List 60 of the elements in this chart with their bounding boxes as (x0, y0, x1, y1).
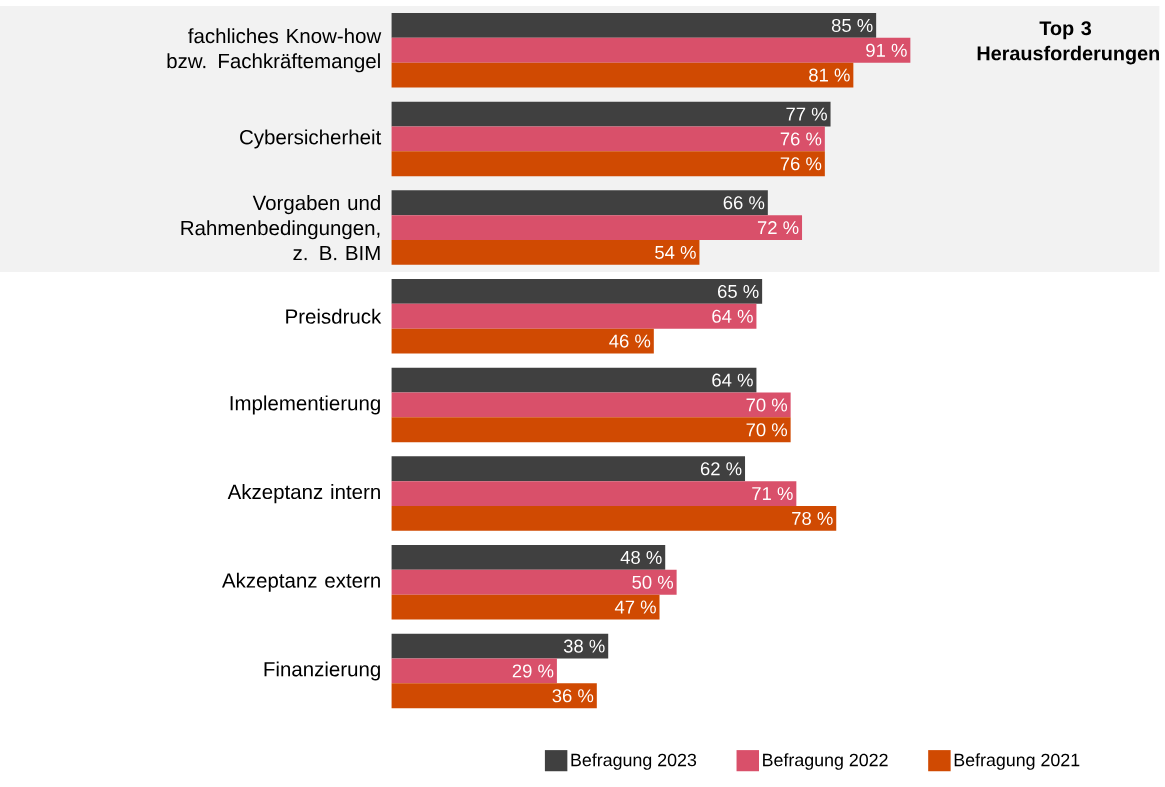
bar (391, 367, 757, 393)
y-tick-label: Finanzierung (264, 661, 380, 681)
bar (391, 594, 660, 620)
y-tick-label: Implementierung (230, 395, 380, 415)
bar (391, 62, 854, 88)
y-tick-label: Preisdruck (286, 308, 382, 324)
bar (391, 279, 763, 305)
legend-label: Befragung 2021 (954, 753, 1080, 771)
bar (391, 101, 831, 127)
data-label: 50 % (632, 575, 674, 590)
bar (391, 151, 825, 177)
band-label: Top 3 Herausforderungen (977, 21, 1159, 65)
data-label: 47 % (614, 600, 656, 614)
data-label: 76 % (780, 157, 822, 171)
bar (391, 417, 791, 443)
bar (391, 38, 911, 63)
data-label: 91 % (866, 43, 907, 58)
bar (391, 545, 666, 571)
y-tick-label: Vorgaben und Rahmenbedingungen, z. B. BIM (181, 195, 380, 261)
bar (391, 683, 597, 709)
y-tick-label: Akzeptanz intern (227, 484, 380, 504)
bar (391, 190, 768, 216)
data-label: 81 % (809, 68, 850, 82)
y-tick-label: Cybersicherheit (240, 129, 382, 149)
bar (391, 456, 746, 482)
data-label: 48 % (620, 551, 662, 565)
bar (391, 481, 797, 507)
data-label: 85 % (831, 19, 873, 33)
data-label: 70 % (746, 423, 788, 437)
legend-label: Befragung 2022 (763, 753, 888, 771)
y-tick-label: fachliches Know-how bzw. Fachkräftemangel (167, 28, 382, 73)
data-label: 71 % (752, 487, 793, 501)
data-label: 70 % (746, 398, 788, 412)
bar (391, 506, 837, 532)
bar (391, 633, 609, 659)
data-label: 65 % (718, 285, 759, 299)
data-label: 38 % (563, 639, 605, 653)
data-label: 54 % (655, 246, 696, 260)
bar (391, 13, 877, 39)
data-label: 66 % (723, 196, 765, 210)
bar (391, 392, 791, 418)
data-label: 36 % (552, 689, 594, 703)
bar (391, 126, 825, 152)
legend-label: Befragung 2023 (571, 753, 697, 771)
bar (391, 658, 557, 684)
bar (391, 240, 700, 266)
data-label: 77 % (786, 107, 827, 121)
data-label: 78 % (792, 512, 833, 526)
bar (391, 328, 654, 354)
bar (391, 215, 803, 241)
data-label: 62 % (700, 462, 742, 476)
bar (391, 570, 677, 595)
bar (391, 304, 757, 329)
data-label: 76 % (780, 132, 822, 146)
y-tick-label: Akzeptanz extern (221, 572, 380, 593)
data-label: 64 % (712, 373, 753, 387)
data-label: 64 % (712, 309, 753, 324)
data-label: 72 % (757, 221, 799, 235)
data-label: 46 % (609, 334, 651, 348)
data-label: 29 % (512, 664, 554, 678)
